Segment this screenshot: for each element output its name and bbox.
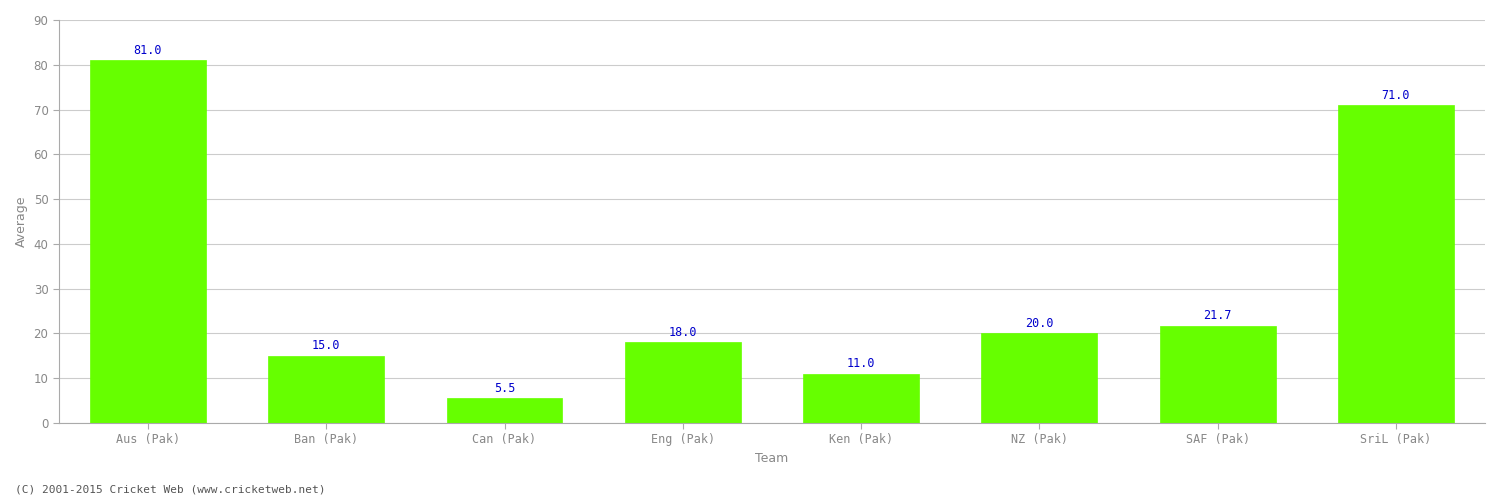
Bar [268, 356, 384, 423]
X-axis label: Team: Team [756, 452, 789, 465]
Text: 71.0: 71.0 [1382, 88, 1410, 102]
Text: 20.0: 20.0 [1024, 317, 1053, 330]
Bar [981, 334, 1098, 423]
Text: 5.5: 5.5 [494, 382, 514, 395]
Bar [802, 374, 920, 423]
Text: (C) 2001-2015 Cricket Web (www.cricketweb.net): (C) 2001-2015 Cricket Web (www.cricketwe… [15, 485, 326, 495]
Text: 21.7: 21.7 [1203, 310, 1231, 322]
Bar [1160, 326, 1275, 423]
Text: 18.0: 18.0 [669, 326, 698, 339]
Y-axis label: Average: Average [15, 196, 28, 248]
Bar [1338, 105, 1454, 423]
Text: 81.0: 81.0 [134, 44, 162, 57]
Text: 15.0: 15.0 [312, 340, 340, 352]
Bar [447, 398, 562, 423]
Text: 11.0: 11.0 [847, 357, 876, 370]
Bar [90, 60, 206, 423]
Bar [626, 342, 741, 423]
